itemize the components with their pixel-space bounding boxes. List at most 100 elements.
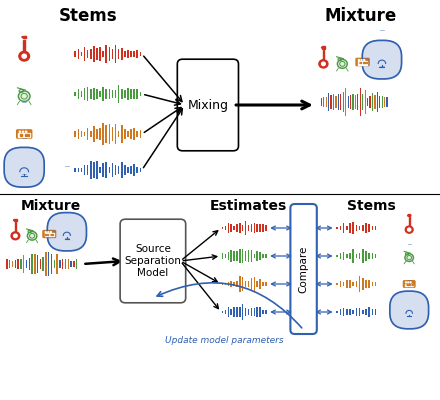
- Bar: [386, 97, 388, 107]
- Circle shape: [407, 215, 408, 216]
- Bar: [45, 234, 46, 235]
- Bar: [96, 89, 98, 99]
- Circle shape: [322, 47, 323, 48]
- Bar: [127, 130, 129, 138]
- Bar: [343, 223, 345, 233]
- Bar: [77, 89, 79, 99]
- Bar: [409, 284, 410, 286]
- Bar: [51, 234, 52, 235]
- Bar: [124, 129, 126, 139]
- Bar: [335, 96, 337, 108]
- Bar: [26, 134, 27, 136]
- Bar: [239, 223, 241, 233]
- Bar: [343, 92, 344, 112]
- Bar: [15, 222, 16, 232]
- Bar: [349, 223, 351, 233]
- Bar: [118, 131, 119, 137]
- Bar: [37, 255, 38, 273]
- Bar: [408, 214, 410, 216]
- Bar: [328, 93, 329, 111]
- Bar: [359, 308, 360, 316]
- Bar: [356, 308, 357, 316]
- Bar: [106, 162, 107, 178]
- Bar: [248, 280, 249, 288]
- Bar: [84, 88, 85, 100]
- Bar: [253, 254, 255, 258]
- Circle shape: [408, 282, 409, 283]
- Circle shape: [22, 54, 26, 58]
- Text: Mixing: Mixing: [187, 98, 228, 112]
- Bar: [121, 125, 122, 143]
- Circle shape: [407, 228, 411, 231]
- Bar: [44, 234, 46, 236]
- Bar: [90, 131, 92, 137]
- Circle shape: [410, 215, 411, 216]
- Bar: [62, 259, 63, 269]
- Bar: [139, 168, 141, 172]
- Bar: [56, 254, 58, 274]
- Bar: [365, 251, 367, 261]
- Bar: [330, 94, 332, 110]
- Bar: [115, 45, 116, 63]
- Bar: [251, 224, 252, 232]
- Circle shape: [405, 226, 413, 233]
- Bar: [27, 133, 28, 137]
- FancyBboxPatch shape: [47, 213, 86, 251]
- Bar: [411, 284, 412, 286]
- Circle shape: [405, 254, 414, 262]
- Bar: [368, 253, 370, 259]
- Bar: [352, 282, 354, 286]
- FancyBboxPatch shape: [290, 204, 317, 334]
- Bar: [358, 62, 359, 64]
- Bar: [93, 46, 95, 62]
- Bar: [103, 123, 104, 145]
- Bar: [265, 225, 267, 231]
- Bar: [352, 310, 354, 314]
- Bar: [406, 284, 407, 285]
- Bar: [356, 225, 357, 231]
- FancyBboxPatch shape: [177, 59, 238, 151]
- Bar: [257, 307, 258, 317]
- FancyBboxPatch shape: [356, 58, 369, 66]
- Bar: [242, 250, 243, 262]
- Bar: [248, 309, 249, 315]
- Bar: [22, 133, 23, 137]
- Bar: [225, 226, 226, 230]
- Bar: [412, 284, 413, 285]
- Bar: [109, 124, 110, 144]
- Bar: [25, 133, 26, 137]
- Bar: [25, 134, 26, 136]
- Bar: [343, 282, 345, 286]
- Bar: [405, 284, 406, 286]
- Bar: [118, 85, 119, 103]
- Circle shape: [319, 60, 328, 68]
- Bar: [51, 234, 53, 236]
- Bar: [231, 250, 232, 262]
- Bar: [242, 225, 243, 231]
- Bar: [53, 234, 54, 236]
- Bar: [225, 310, 226, 314]
- Bar: [346, 254, 348, 258]
- Bar: [236, 251, 238, 261]
- Bar: [407, 284, 408, 285]
- Bar: [362, 310, 363, 314]
- Bar: [262, 310, 264, 314]
- Bar: [340, 309, 341, 315]
- Bar: [233, 251, 235, 261]
- Bar: [251, 278, 252, 290]
- FancyBboxPatch shape: [17, 130, 32, 138]
- FancyBboxPatch shape: [390, 291, 429, 329]
- Bar: [359, 253, 360, 259]
- Bar: [346, 280, 348, 288]
- Bar: [350, 95, 351, 109]
- Bar: [409, 218, 410, 226]
- Bar: [127, 50, 129, 58]
- Circle shape: [19, 131, 20, 132]
- Bar: [99, 167, 101, 173]
- Bar: [257, 281, 258, 287]
- Bar: [231, 308, 232, 316]
- Bar: [253, 224, 255, 232]
- Bar: [349, 280, 351, 288]
- Bar: [225, 254, 226, 258]
- Bar: [340, 253, 341, 259]
